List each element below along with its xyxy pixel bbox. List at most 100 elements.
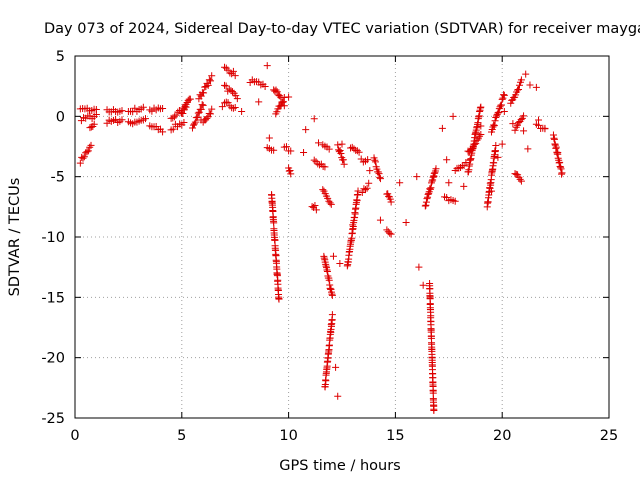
data-point	[339, 156, 347, 164]
data-point	[451, 197, 459, 205]
data-point	[376, 216, 384, 224]
data-point	[172, 111, 180, 119]
data-point	[498, 140, 506, 148]
data-point	[205, 76, 213, 84]
data-point	[429, 173, 437, 181]
data-point	[325, 145, 333, 153]
data-point	[386, 229, 394, 237]
data-point	[430, 406, 438, 414]
data-point	[500, 91, 508, 99]
data-point	[221, 81, 229, 89]
data-point	[310, 115, 318, 123]
data-point	[355, 148, 363, 156]
data-point	[188, 124, 196, 132]
data-point	[387, 230, 395, 238]
data-point	[118, 116, 126, 124]
data-point	[197, 116, 205, 124]
data-point	[495, 105, 503, 113]
data-point	[375, 170, 383, 178]
x-tick-label: 25	[600, 428, 618, 444]
data-point	[419, 281, 427, 289]
data-point	[141, 115, 149, 123]
data-point	[386, 195, 394, 203]
data-point	[169, 114, 177, 122]
data-point	[222, 98, 230, 106]
data-point	[276, 102, 284, 110]
data-point	[336, 260, 344, 268]
data-point	[432, 165, 440, 173]
data-point	[169, 125, 177, 133]
data-point	[497, 101, 505, 109]
data-point	[179, 109, 187, 117]
data-point	[277, 101, 285, 109]
data-point	[194, 109, 202, 117]
data-point	[421, 202, 429, 210]
data-point	[86, 124, 94, 132]
data-point	[206, 110, 214, 118]
data-point	[340, 160, 348, 168]
data-point	[520, 112, 528, 120]
data-point	[203, 114, 211, 122]
data-point	[495, 108, 503, 116]
data-point	[87, 141, 95, 149]
data-point	[413, 173, 421, 181]
data-point	[498, 95, 506, 103]
y-tick-label: -15	[41, 290, 65, 306]
data-point	[473, 136, 481, 144]
data-point	[231, 72, 239, 80]
data-point	[83, 148, 91, 156]
data-point	[374, 168, 382, 176]
data-point	[261, 82, 269, 90]
data-point	[276, 92, 284, 100]
y-tick-label: -25	[41, 411, 65, 427]
data-point	[363, 184, 371, 192]
chart-title: Day 073 of 2024, Sidereal Day-to-day VTE…	[44, 21, 640, 37]
data-point	[517, 116, 525, 124]
data-point	[272, 86, 280, 94]
x-tick-label: 0	[70, 428, 79, 444]
y-tick-label: -5	[51, 170, 65, 186]
data-point	[84, 147, 92, 155]
data-point	[190, 120, 198, 128]
data-point	[324, 194, 332, 202]
data-point	[218, 103, 226, 111]
data-point	[365, 179, 373, 187]
data-point	[224, 66, 232, 74]
x-tick-label: 10	[279, 428, 297, 444]
data-point	[282, 143, 290, 151]
data-point	[349, 221, 357, 229]
data-point	[199, 101, 207, 109]
data-point	[287, 147, 295, 155]
data-point	[354, 187, 362, 195]
data-point	[308, 203, 316, 211]
data-point	[201, 83, 209, 91]
data-point	[222, 82, 230, 90]
data-point	[329, 252, 337, 260]
data-point	[198, 101, 206, 109]
data-point	[139, 103, 147, 111]
data-point	[494, 109, 502, 117]
data-point	[238, 108, 246, 116]
data-point	[490, 122, 498, 130]
data-point	[431, 169, 439, 177]
data-point	[278, 98, 286, 106]
data-point	[80, 153, 88, 161]
y-tick-label: -10	[41, 230, 65, 246]
data-point	[310, 156, 318, 164]
tick-labels: 0 5 10 15 20 25 5 0 -5 -10 -15 -20 -25	[41, 49, 618, 444]
data-point	[86, 143, 94, 151]
data-point	[311, 202, 319, 210]
data-point	[427, 179, 435, 187]
data-point	[532, 83, 540, 91]
data-point	[279, 98, 287, 106]
data-point	[275, 295, 283, 303]
data-point	[445, 179, 453, 187]
data-point	[224, 99, 232, 107]
data-point	[287, 170, 295, 178]
data-point	[424, 193, 432, 201]
data-point	[425, 189, 433, 197]
data-point	[246, 79, 254, 87]
data-point	[316, 161, 324, 169]
data-point	[558, 169, 566, 177]
